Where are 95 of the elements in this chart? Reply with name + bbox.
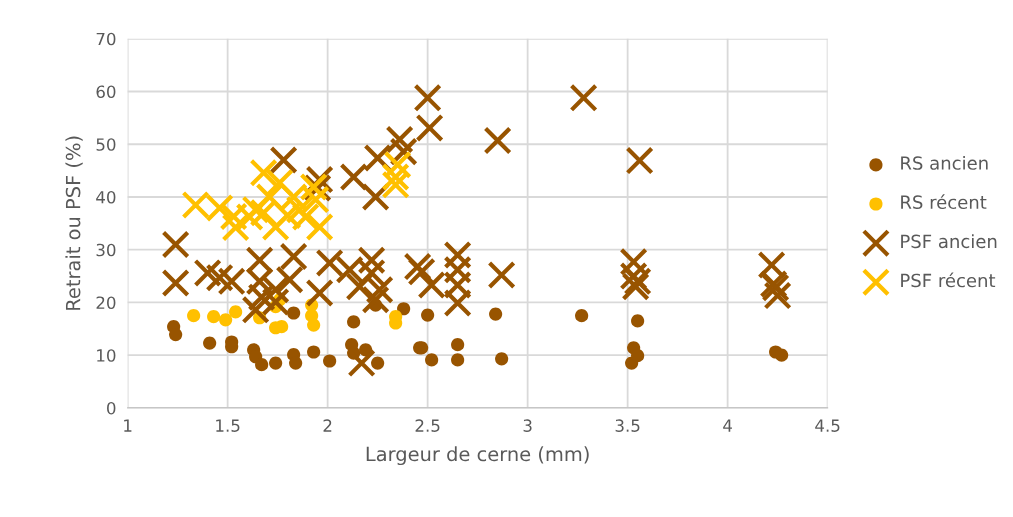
point [383,150,412,179]
point [763,281,792,310]
point [489,307,503,321]
point [361,182,390,212]
point [241,195,270,224]
point [261,287,290,317]
x-tick-label: 3 [523,419,532,432]
point [269,356,283,370]
point [371,356,385,370]
point [451,338,465,352]
x-tick-label: 3.5 [615,419,640,432]
y-tick-label: 40 [96,190,116,204]
point [219,202,248,231]
point [413,83,442,112]
point [305,212,334,242]
point [397,302,411,316]
point [323,354,337,368]
legend-label: PSF récent [901,272,996,288]
x-tick-label: 4.5 [815,419,840,432]
point [631,314,645,328]
point [415,113,444,143]
x-tick-label: 1.5 [216,419,240,432]
point [161,268,190,298]
point [619,247,648,276]
point [425,353,439,367]
point [443,288,472,318]
point [495,352,509,366]
point [631,349,645,363]
point [339,162,368,192]
point [315,248,344,278]
point [247,283,276,312]
point [241,295,270,324]
point [291,202,320,232]
point [249,158,278,187]
point [161,230,190,259]
point [275,320,289,334]
x-axis-title: Largeur de cerne (mm) [366,446,589,466]
point [261,275,290,304]
point [261,212,290,242]
legend-label: PSF ancien [901,234,997,249]
point [483,126,512,155]
point [443,255,472,284]
point [569,83,598,112]
point [757,250,786,280]
y-axis-title: Retrait ou PSF (%) [65,136,83,310]
x-tick-label: 1 [124,419,132,432]
y-tick-label: 0 [107,401,116,415]
legend-label: RS ancien [901,155,988,170]
point [421,308,435,322]
point [205,263,234,292]
point [403,252,432,281]
point [443,240,472,270]
point [305,278,334,308]
point [265,168,294,197]
y-tick-label: 20 [96,296,116,310]
x-tick-label: 2 [323,419,332,432]
point [289,356,303,370]
point [279,242,308,271]
y-tick-label: 70 [96,32,116,46]
point [407,257,436,286]
point [287,306,301,320]
point [381,162,410,192]
point [347,348,376,378]
point [169,328,183,342]
point [575,309,589,323]
point [775,348,789,362]
point [193,258,222,288]
point [381,170,410,199]
point [229,305,243,319]
point [357,246,386,275]
point [221,213,250,242]
point [305,309,319,323]
point [285,195,314,224]
point [235,202,264,232]
point [619,261,648,291]
point [269,145,298,175]
y-tick-label: 10 [97,349,116,362]
point [347,315,361,329]
legend-label: RS récent [901,194,987,210]
x-tick-label: 2.5 [415,419,440,432]
x-tick-label: 4 [723,419,732,432]
y-tick-label: 60 [96,85,116,99]
point [219,313,233,327]
point [385,125,414,154]
point [187,309,201,323]
point [207,310,221,324]
point [625,146,654,175]
point [307,345,321,359]
point [451,353,465,367]
point [255,358,269,372]
point [203,336,217,350]
point [361,285,390,314]
y-tick-label: 50 [96,138,116,151]
point [487,260,516,290]
y-tick-label: 30 [96,243,116,257]
